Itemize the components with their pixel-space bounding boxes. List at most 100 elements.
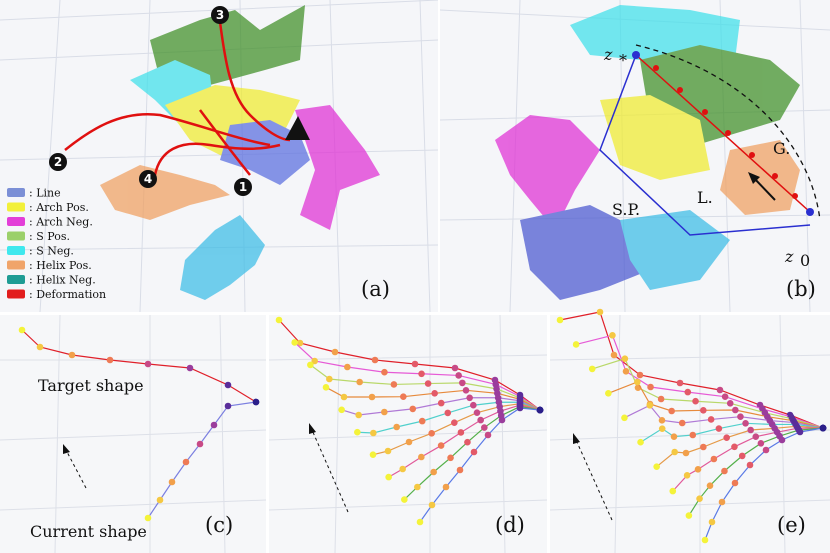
e-shape-node-4-1 bbox=[646, 402, 654, 409]
legend-label-6: : Helix Neg. bbox=[29, 274, 96, 287]
legend-label-5: : Helix Pos. bbox=[29, 259, 92, 272]
d-shape-node-0-2 bbox=[331, 348, 339, 356]
legend-swatch-4 bbox=[7, 246, 25, 255]
e-shape-node-4-5 bbox=[737, 413, 744, 420]
direction-arrowhead-b bbox=[748, 172, 760, 184]
e-shape-node-8-5 bbox=[757, 440, 765, 447]
e-shape-node-9-7 bbox=[796, 428, 804, 436]
d-shape-node-7-1 bbox=[399, 465, 406, 473]
panel-e-shapes bbox=[556, 308, 827, 544]
e-shape-node-3-4 bbox=[700, 407, 707, 414]
direction-arrowhead-c bbox=[63, 444, 70, 454]
e-shape-node-3-5 bbox=[732, 406, 739, 414]
panel-c-background bbox=[0, 315, 266, 553]
e-shape-node-6-0 bbox=[653, 463, 660, 470]
d-shape-node-8-2 bbox=[430, 468, 437, 476]
deformation-path-3 bbox=[218, 21, 291, 142]
legend: : Line: Arch Pos.: Arch Neg.: S Pos.: S … bbox=[7, 187, 106, 301]
d-shape-node-4-0 bbox=[338, 406, 345, 414]
d-shape-node-4-4 bbox=[437, 399, 445, 407]
e-shape-node-1-1 bbox=[609, 332, 616, 339]
c-current-node-0-6 bbox=[224, 402, 232, 410]
panel-c-label: (c) bbox=[205, 513, 233, 537]
legend-swatch-7 bbox=[7, 289, 25, 299]
panel-b-label: (b) bbox=[786, 277, 816, 301]
d-shape-node-3-1 bbox=[340, 393, 348, 401]
legend-swatch-1 bbox=[7, 202, 25, 212]
d-shape-node-0-3 bbox=[371, 356, 379, 364]
arch-neg-cluster bbox=[295, 105, 380, 230]
d-shape-node-4-1 bbox=[355, 411, 362, 419]
c-current-node-0-0 bbox=[144, 514, 152, 522]
d-shape-node-0-0 bbox=[275, 316, 283, 324]
e-shape-node-2-0 bbox=[588, 365, 596, 373]
e-shape-node-8-3 bbox=[721, 467, 728, 475]
d-shape-node-9-8 bbox=[536, 406, 544, 414]
c-target-node-0-0 bbox=[18, 326, 26, 334]
d-shape-node-2-1 bbox=[326, 375, 333, 383]
d-shape-node-6-3 bbox=[428, 430, 435, 437]
panel-c-shapes bbox=[18, 326, 260, 522]
shortest-path-line bbox=[599, 54, 811, 236]
b-arch-pos-cluster bbox=[600, 95, 710, 180]
e-shape-node-0-0 bbox=[556, 316, 564, 324]
marker-3: 3 bbox=[211, 6, 229, 24]
e-shape-node-7-2 bbox=[694, 466, 702, 473]
deformation-paths bbox=[64, 21, 291, 176]
c-current-node-0-5 bbox=[210, 421, 218, 429]
legend-swatch-3 bbox=[7, 231, 25, 241]
d-shape-node-2-2 bbox=[356, 378, 363, 386]
d-shape-node-5-4 bbox=[444, 409, 452, 417]
e-shape-node-9-0 bbox=[701, 536, 709, 544]
c-current-node-0-2 bbox=[168, 478, 176, 486]
e-shape-node-1-4 bbox=[684, 388, 692, 396]
legend-label-3: : S Pos. bbox=[29, 230, 70, 243]
legend-label-2: : Arch Neg. bbox=[29, 216, 93, 229]
e-shape-node-2-3 bbox=[657, 395, 665, 403]
d-shape-node-2-0 bbox=[307, 361, 314, 369]
helix-neg-cluster bbox=[180, 215, 265, 300]
e-shape-node-4-3 bbox=[678, 419, 686, 427]
e-shape-node-4-4 bbox=[707, 416, 715, 423]
d-shape-node-9-0 bbox=[416, 518, 424, 526]
legend-swatch-5 bbox=[7, 260, 25, 270]
e-shape-node-6-4 bbox=[723, 434, 730, 441]
d-shape-node-8-3 bbox=[447, 454, 454, 462]
d-shape-node-1-2 bbox=[344, 363, 351, 371]
z-star-subscript: * bbox=[619, 51, 627, 70]
geodesic-label: G. bbox=[773, 139, 790, 158]
legend-label-4: : S Neg. bbox=[29, 245, 74, 258]
e-shape-node-5-2 bbox=[670, 433, 678, 440]
marker-2: 2 bbox=[49, 153, 67, 171]
e-shape-node-6-1 bbox=[671, 448, 678, 456]
z0-point bbox=[806, 208, 814, 216]
d-shape-node-5-5 bbox=[470, 401, 477, 409]
e-shape-node-0-2 bbox=[610, 351, 618, 359]
e-shape-node-2-1 bbox=[621, 355, 629, 362]
legend-swatch-0 bbox=[7, 188, 25, 197]
b-arch-neg-cluster bbox=[495, 115, 600, 230]
bottom-grid bbox=[0, 314, 830, 553]
d-shape-node-8-1 bbox=[414, 483, 421, 491]
d-shape-node-4-3 bbox=[409, 405, 417, 413]
marker-1: 1 bbox=[234, 178, 252, 196]
geodesic-points bbox=[653, 65, 798, 199]
direction-arrow-c bbox=[65, 449, 87, 489]
e-shape-node-7-1 bbox=[683, 472, 691, 479]
d-shape-node-2-3 bbox=[390, 381, 398, 388]
s-pos-cluster bbox=[150, 5, 305, 85]
e-shape-node-9-2 bbox=[718, 498, 726, 506]
panel-a-shape-clusters bbox=[100, 5, 380, 300]
d-shape-node-9-4 bbox=[470, 448, 478, 456]
d-shape-node-1-5 bbox=[455, 372, 462, 379]
d-shape-node-9-5 bbox=[484, 431, 492, 439]
legend-swatch-6 bbox=[7, 275, 25, 284]
target-shape-label: Target shape bbox=[38, 376, 144, 395]
marker-1-label: 1 bbox=[239, 180, 247, 194]
d-shape-node-7-0 bbox=[385, 473, 392, 481]
c-current-node-0-1 bbox=[156, 496, 164, 504]
b-helix-pos-cluster bbox=[720, 140, 800, 215]
d-shape-node-3-3 bbox=[400, 393, 407, 400]
linear-label: L. bbox=[697, 188, 713, 207]
e-shape-node-3-0 bbox=[605, 390, 612, 397]
